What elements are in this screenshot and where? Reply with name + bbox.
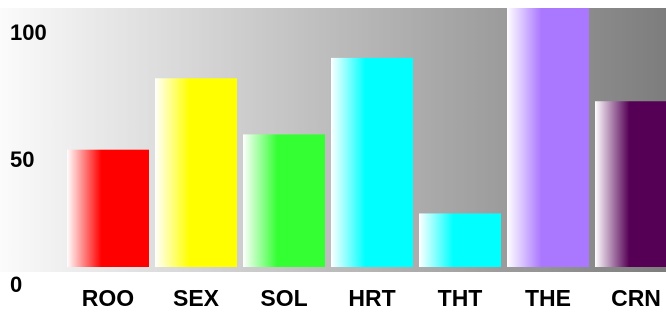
bar-tht bbox=[419, 213, 501, 267]
bar-the bbox=[507, 8, 589, 267]
bar-sol bbox=[243, 134, 325, 267]
x-tick-label-crn: CRN bbox=[611, 285, 661, 311]
x-tick-label-sol: SOL bbox=[260, 285, 307, 311]
bar-hrt bbox=[331, 57, 413, 268]
x-tick-label-roo: ROO bbox=[82, 285, 134, 311]
x-axis-category-labels: ROO SEX SOL HRT THT THE CRN bbox=[82, 285, 661, 311]
x-tick-label-the: THE bbox=[525, 285, 571, 311]
x-tick-label-sex: SEX bbox=[173, 285, 220, 311]
y-axis-tick-labels: 0 50 100 bbox=[10, 20, 47, 297]
y-tick-label-0: 0 bbox=[10, 272, 22, 297]
x-tick-label-tht: THT bbox=[438, 285, 483, 311]
x-tick-label-hrt: HRT bbox=[348, 285, 395, 311]
bar-crn bbox=[595, 101, 666, 267]
bar-roo bbox=[67, 149, 149, 267]
bar-sex bbox=[155, 78, 237, 267]
bars-layer bbox=[67, 8, 666, 268]
y-tick-label-100: 100 bbox=[10, 20, 47, 45]
y-tick-label-50: 50 bbox=[10, 147, 34, 172]
